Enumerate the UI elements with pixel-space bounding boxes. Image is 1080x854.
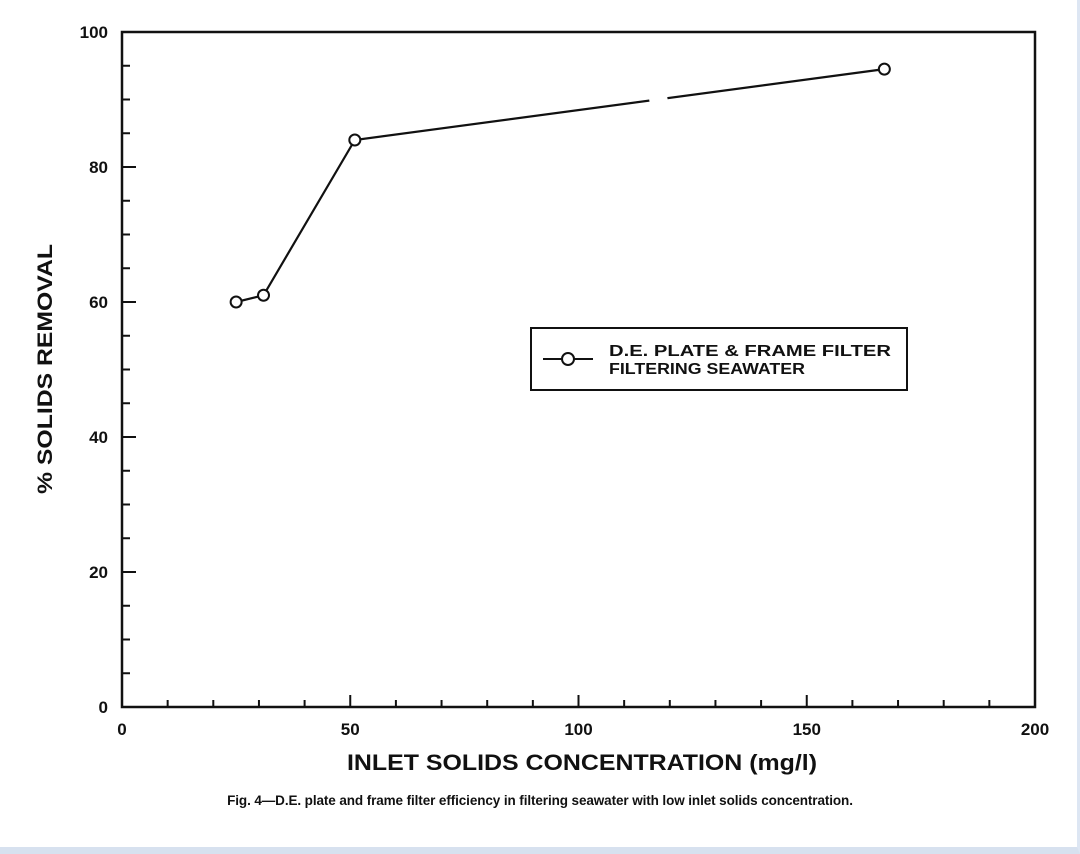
legend-label-line1: D.E. PLATE & FRAME FILTER	[609, 343, 892, 360]
data-point-marker	[877, 62, 891, 76]
x-axis-tick-labels: 0 50 100 150 200	[117, 720, 1049, 739]
axis-ticks	[122, 64, 991, 707]
legend-box	[530, 327, 908, 391]
x-tick-label: 50	[341, 720, 360, 739]
y-tick-label: 40	[89, 428, 108, 447]
data-series	[229, 62, 891, 309]
data-point-marker	[229, 295, 243, 309]
data-point-marker	[257, 288, 271, 302]
x-tick-label: 200	[1021, 720, 1049, 739]
y-tick-label: 100	[80, 23, 108, 42]
data-point-marker	[348, 133, 362, 147]
x-tick-label: 0	[117, 720, 126, 739]
y-tick-label: 80	[89, 158, 108, 177]
x-tick-label: 100	[564, 720, 592, 739]
x-axis-label: INLET SOLIDS CONCENTRATION (mg/l)	[347, 750, 817, 775]
y-tick-label: 0	[99, 698, 108, 717]
y-tick-label: 20	[89, 563, 108, 582]
x-tick-label: 150	[793, 720, 821, 739]
figure-caption: Fig. 4—D.E. plate and frame filter effic…	[227, 793, 853, 808]
y-axis-label: % SOLIDS REMOVAL	[34, 244, 57, 494]
legend: D.E. PLATE & FRAME FILTER FILTERING SEAW…	[530, 327, 908, 391]
line-gap	[648, 94, 668, 104]
series-line	[235, 68, 885, 304]
legend-open-circle-marker-icon	[561, 352, 575, 366]
y-axis-tick-labels: 0 20 40 60 80 100	[80, 23, 108, 717]
y-tick-label: 60	[89, 293, 108, 312]
legend-label-line2: FILTERING SEAWATER	[609, 361, 805, 378]
